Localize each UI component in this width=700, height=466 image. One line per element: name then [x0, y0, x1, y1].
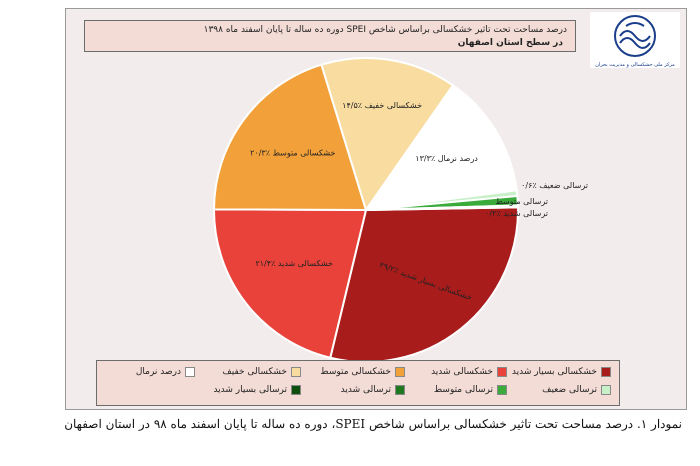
legend-label: خشکسالی شدید: [431, 367, 493, 377]
chart-title: درصد مساحت تحت تاثیر خشکسالی براساس شاخص…: [203, 25, 567, 35]
pie-slice: [320, 57, 455, 213]
legend-label: ترسالی شدید: [340, 385, 391, 395]
pie-slice-label: ترسالی شدید ٪۰/۲: [485, 209, 548, 218]
legend-label: درصد نرمال: [135, 367, 181, 377]
legend-swatch: [291, 385, 301, 395]
legend-swatch: [497, 385, 507, 395]
logo-emblem-icon: [614, 15, 656, 57]
pie-slice: [365, 204, 519, 211]
legend-item: ترسالی بسیار شدید: [213, 385, 301, 399]
chart-title-box: درصد مساحت تحت تاثیر خشکسالی براساس شاخص…: [84, 20, 576, 52]
organization-logo: مرکز ملی خشکسالی و مدیریت بحران: [590, 12, 680, 68]
pie-slice-label: درصد نرمال ٪۱۳/۳: [415, 154, 478, 163]
pie-slice-label: خشکسالی متوسط ٪۲۰/۳: [250, 149, 335, 158]
pie-slice: [212, 208, 368, 359]
legend-swatch: [291, 367, 301, 377]
legend-label: ترسالی ضعیف: [542, 385, 597, 395]
legend-item: ترسالی متوسط: [434, 385, 507, 399]
legend-item: خشکسالی بسیار شدید: [512, 367, 611, 381]
pie-slice-label: ترسالی متوسط: [495, 197, 548, 206]
chart-legend: خشکسالی بسیار شدید خشکسالی شدید خشکسالی مت…: [96, 360, 620, 406]
legend-swatch: [185, 367, 195, 377]
legend-label: خشکسالی خفیف: [222, 367, 287, 377]
legend-item: ترسالی شدید: [341, 385, 405, 399]
pie-slice: [363, 83, 518, 212]
pie-slice-label: ترسالی ضعیف ٪۰/۶: [521, 181, 588, 190]
legend-item: درصد نرمال: [136, 367, 195, 381]
legend-swatch: [601, 385, 611, 395]
legend-swatch: [395, 367, 405, 377]
legend-label: ترسالی بسیار شدید: [213, 385, 287, 395]
legend-item: خشکسالی خفیف: [222, 367, 301, 381]
pie-slice: [212, 63, 368, 212]
legend-item: ترسالی ضعیف: [542, 385, 611, 399]
chart-subtitle: در سطح استان اصفهان: [457, 38, 563, 48]
pie-slice-label: خشکسالی شدید ٪۲۱/۴: [255, 259, 333, 268]
legend-swatch: [601, 367, 611, 377]
legend-swatch: [395, 385, 405, 395]
legend-label: خشکسالی بسیار شدید: [511, 367, 597, 377]
legend-label: خشکسالی متوسط: [320, 367, 391, 377]
figure-caption: نمودار ۱. درصد مساحت تحت تاثیر خشکسالی ب…: [64, 417, 682, 431]
legend-item: خشکسالی متوسط: [320, 367, 405, 381]
pie-slice-label: خشکسالی خفیف ٪۱۴/۵: [342, 101, 422, 110]
legend-item: خشکسالی شدید: [431, 367, 507, 381]
logo-caption: مرکز ملی خشکسالی و مدیریت بحران: [595, 62, 675, 68]
legend-label: ترسالی متوسط: [433, 385, 493, 395]
legend-swatch: [497, 367, 507, 377]
